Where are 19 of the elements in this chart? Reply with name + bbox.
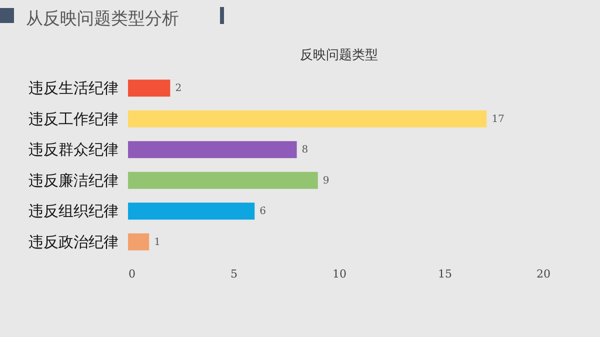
chart-subtitle: 反映问题类型 [300,48,378,63]
data-label: 9 [322,175,330,186]
data-label: 17 [492,114,504,125]
x-tick-label: 20 [536,268,550,280]
x-tick-label: 15 [438,268,452,280]
y-tick-label: 违反廉洁纪律 [28,171,118,190]
x-tick-label: 5 [230,268,238,280]
data-label: 8 [302,144,308,156]
y-tick-label: 违反工作纪律 [28,110,118,128]
y-tick-label: 违反组织纪律 [28,202,118,220]
x-tick-label: 10 [332,268,346,280]
chart-title: 从反映问题类型分析 [26,8,179,30]
y-tick-label: 违反生活纪律 [28,79,118,98]
x-tick-label: 0 [128,268,136,280]
data-label: 1 [154,236,160,248]
y-tick-label: 违反政治纪律 [28,232,118,251]
y-tick-label: 违反群众纪律 [28,140,118,159]
data-label: 2 [175,83,182,94]
data-label: 6 [260,206,266,218]
